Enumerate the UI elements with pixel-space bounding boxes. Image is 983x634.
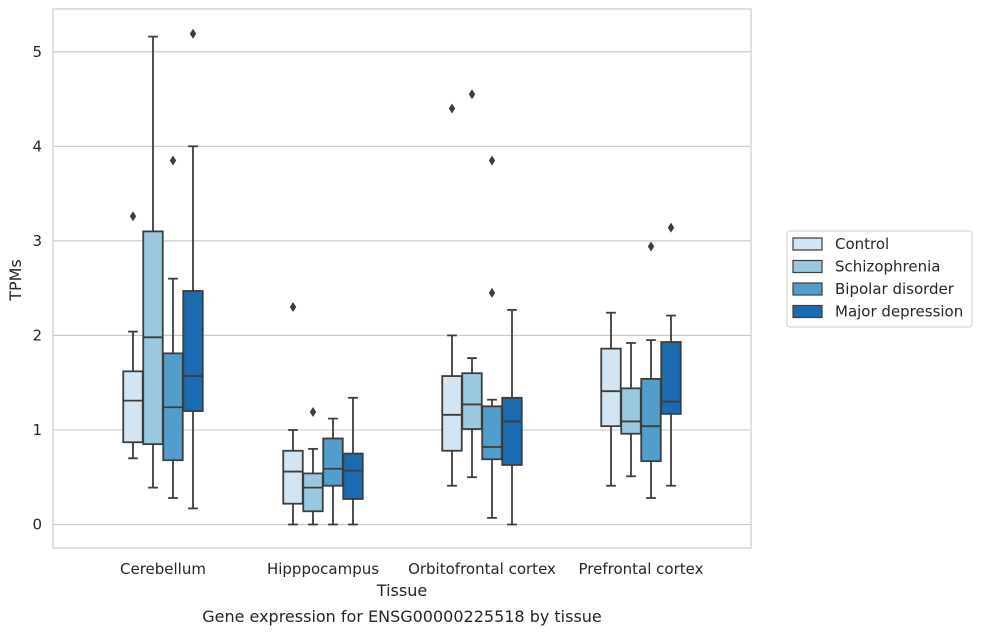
box-iqr bbox=[640, 377, 662, 463]
box-group bbox=[342, 396, 364, 526]
box-group bbox=[640, 241, 662, 499]
legend-swatch bbox=[792, 282, 823, 296]
outlier-point bbox=[667, 222, 675, 233]
outlier-point bbox=[448, 103, 456, 114]
box-iqr bbox=[620, 387, 642, 435]
box-group bbox=[162, 155, 184, 499]
y-tick-label: 0 bbox=[32, 516, 42, 534]
outlier-point bbox=[488, 287, 496, 298]
outlier-point bbox=[129, 211, 137, 222]
boxes bbox=[122, 28, 682, 526]
box-iqr bbox=[182, 290, 204, 412]
legend-frame bbox=[786, 230, 973, 328]
legend-label: Control bbox=[835, 235, 889, 253]
box-group bbox=[322, 417, 344, 526]
plot-area-frame bbox=[52, 8, 752, 549]
x-tick-label: Cerebellum bbox=[120, 560, 206, 578]
outlier-point bbox=[488, 155, 496, 166]
outlier-point bbox=[169, 155, 177, 166]
box-iqr bbox=[441, 375, 463, 452]
box-group bbox=[501, 308, 523, 526]
box-group bbox=[481, 155, 503, 519]
legend-swatch bbox=[792, 304, 823, 319]
y-tick-label: 5 bbox=[32, 43, 42, 61]
outlier-point bbox=[189, 28, 197, 39]
chart-caption: Gene expression for ENSG00000225518 by t… bbox=[202, 607, 602, 626]
box-iqr bbox=[461, 372, 483, 430]
box-group bbox=[461, 89, 483, 479]
box-iqr bbox=[600, 347, 622, 428]
box-group bbox=[182, 28, 204, 510]
legend: Control Schizophrenia Bipolar disorder Majo… bbox=[786, 230, 973, 328]
outlier-point bbox=[468, 89, 476, 100]
x-axis-label: Tissue bbox=[376, 581, 427, 600]
x-tick-label: Prefrontal cortex bbox=[579, 560, 704, 578]
box-iqr bbox=[302, 472, 324, 513]
box-group bbox=[660, 222, 682, 487]
x-tick-label: Hipppocampus bbox=[267, 560, 379, 578]
legend-swatch bbox=[792, 237, 823, 251]
box-iqr bbox=[322, 437, 344, 487]
outlier-point bbox=[289, 302, 297, 313]
box-iqr bbox=[501, 396, 523, 466]
y-tick-label: 1 bbox=[32, 421, 42, 439]
box-iqr bbox=[122, 370, 144, 444]
box-group bbox=[122, 211, 144, 460]
x-tick-labels: Cerebellum Hipppocampus Orbitofrontal cort… bbox=[120, 560, 704, 578]
legend-label: Schizophrenia bbox=[835, 258, 940, 276]
box-iqr bbox=[481, 405, 503, 461]
x-tick-label: Orbitofrontal cortex bbox=[408, 560, 556, 578]
box-group bbox=[441, 103, 463, 487]
legend-label: Major depression bbox=[835, 303, 963, 321]
y-tick-label: 4 bbox=[32, 137, 42, 155]
legend-label: Bipolar disorder bbox=[835, 280, 955, 298]
y-tick-label: 3 bbox=[32, 232, 42, 250]
outlier-point bbox=[309, 406, 317, 417]
y-tick-label: 2 bbox=[32, 326, 42, 344]
box-iqr bbox=[282, 449, 304, 505]
box-group bbox=[302, 406, 324, 526]
box-group bbox=[142, 35, 164, 489]
box-group bbox=[620, 342, 642, 478]
box-group bbox=[600, 311, 622, 487]
box-group bbox=[282, 302, 304, 526]
legend-swatch bbox=[792, 259, 823, 274]
y-tick-labels: 0 1 2 3 4 5 bbox=[32, 43, 42, 534]
y-axis-label: TPMs bbox=[6, 259, 25, 302]
box-iqr bbox=[660, 341, 682, 415]
outlier-point bbox=[647, 241, 655, 252]
box-iqr bbox=[342, 452, 364, 500]
